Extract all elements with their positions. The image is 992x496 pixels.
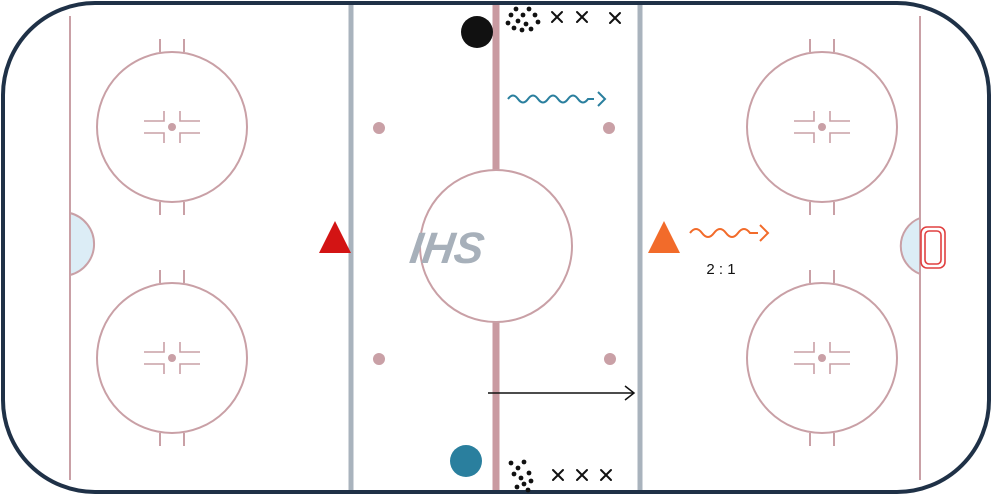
cone-x-icons-top bbox=[551, 11, 621, 24]
center-faceoff-circle bbox=[419, 169, 573, 323]
orange-skating-path bbox=[689, 228, 758, 238]
faceoff-dot bbox=[168, 123, 176, 131]
faceoff-dot bbox=[168, 354, 176, 362]
teal-skating-path bbox=[507, 94, 594, 104]
orange-triangle-marker bbox=[648, 221, 680, 253]
end-zone-faceoff-circle bbox=[96, 270, 248, 446]
pucks-icon bbox=[508, 459, 534, 493]
black-player-disc bbox=[461, 16, 493, 48]
pucks-icon bbox=[505, 6, 541, 33]
ratio-label: 2 : 1 bbox=[706, 261, 735, 278]
teal-arrowhead bbox=[597, 91, 607, 107]
left-goal-crease bbox=[69, 211, 96, 277]
end-zone-faceoff-circles bbox=[96, 39, 898, 446]
cone-x-icons-bottom bbox=[552, 469, 612, 481]
cone-x-icon bbox=[551, 11, 563, 23]
cone-x-icon bbox=[576, 469, 588, 481]
faceoff-dot bbox=[818, 354, 826, 362]
faceoff-dot bbox=[373, 122, 385, 134]
faceoff-dot bbox=[373, 353, 385, 365]
cone-x-icon bbox=[600, 469, 612, 481]
end-zone-faceoff-circle bbox=[96, 39, 248, 215]
cone-x-icon bbox=[552, 469, 564, 481]
faceoff-dot bbox=[603, 122, 615, 134]
right-goal-net bbox=[920, 226, 946, 269]
teal-player-disc bbox=[450, 445, 482, 477]
end-zone-faceoff-circle bbox=[746, 270, 898, 446]
faceoff-dot bbox=[818, 123, 826, 131]
end-zone-faceoff-circle bbox=[746, 39, 898, 215]
cone-x-icon bbox=[576, 11, 588, 23]
pass-arrowhead bbox=[624, 385, 636, 401]
faceoff-dot bbox=[604, 353, 616, 365]
orange-arrowhead bbox=[759, 224, 770, 242]
ihs-logo: IHS bbox=[407, 224, 488, 273]
cone-x-icon bbox=[609, 12, 621, 24]
red-triangle-marker bbox=[319, 221, 351, 253]
right-goal-crease bbox=[899, 216, 921, 276]
